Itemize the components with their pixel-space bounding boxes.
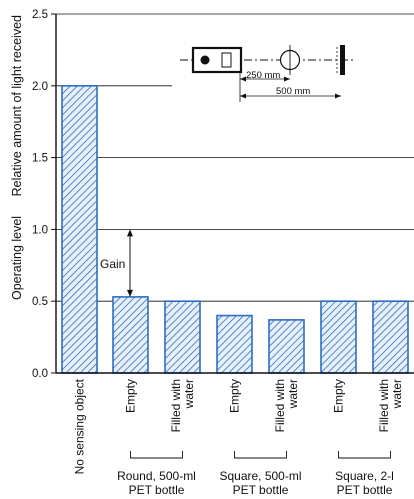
group-label-line2: PET bottle	[233, 483, 289, 497]
bars	[61, 85, 409, 374]
sensor-body	[191, 46, 243, 74]
dim-500-label: 500 mm	[276, 86, 310, 97]
gain-label-bg	[98, 256, 126, 271]
y-axis-title: Relative amount of light received	[10, 15, 24, 196]
y-tick-label: 2.5	[32, 9, 48, 21]
operating-level-label: Operating level	[10, 216, 24, 300]
sensor-emitter	[200, 55, 210, 65]
x-category-label: water	[182, 379, 196, 409]
gain-label: Gain	[100, 257, 125, 271]
x-category-label: Empty	[332, 379, 346, 413]
dim-250-arrow-left	[240, 76, 246, 82]
y-tick-label: 1.0	[32, 224, 48, 236]
bar	[216, 314, 253, 374]
group-label-line2: PET bottle	[337, 483, 393, 497]
x-category-label: Filled with	[273, 379, 287, 432]
gain-arrow-head-up	[127, 229, 133, 237]
x-category-label: Filled with	[377, 379, 391, 432]
y-ticks: 0.0 0.5 1.0 1.5 2.0 2.5	[32, 9, 56, 380]
dim-250-arrow-right	[284, 76, 290, 82]
dim-250-label: 250 mm	[246, 70, 280, 81]
group-bracket	[338, 451, 391, 459]
bar	[112, 296, 149, 374]
y-tick-label: 0.0	[32, 368, 48, 380]
x-category-label: Empty	[124, 379, 138, 413]
group-bracket	[234, 451, 287, 459]
dim-500-arrow-right	[335, 93, 341, 99]
x-category-label: Filled with	[169, 379, 183, 432]
setup-diagram: 250 mm 500 mm	[172, 37, 414, 102]
y-tick-label: 2.0	[32, 81, 48, 93]
x-category-label: water	[390, 379, 404, 409]
group-bracket	[130, 451, 183, 459]
x-labels: No sensing object Empty Filled with water Em…	[73, 378, 405, 474]
group-label-line1: Round, 500-ml	[117, 469, 196, 483]
bar	[61, 85, 98, 374]
x-category-label: water	[286, 379, 300, 409]
group-label-line1: Square, 2-l	[335, 469, 394, 483]
gain-arrow-head-down	[127, 289, 133, 297]
bar	[320, 300, 357, 374]
x-category-label: No sensing object	[73, 378, 87, 474]
gain-annotation: Gain	[98, 229, 133, 297]
bar	[372, 300, 409, 374]
dim-500-arrow-left	[240, 93, 246, 99]
bar	[164, 300, 201, 374]
x-category-label: Empty	[228, 379, 242, 413]
sensor-receiver	[221, 52, 232, 68]
group-label-line2: PET bottle	[129, 483, 185, 497]
y-tick-label: 1.5	[32, 153, 48, 165]
y-tick-label: 0.5	[32, 296, 48, 308]
bar	[268, 319, 305, 374]
reflector	[340, 45, 345, 75]
group-label-line1: Square, 500-ml	[219, 469, 301, 483]
